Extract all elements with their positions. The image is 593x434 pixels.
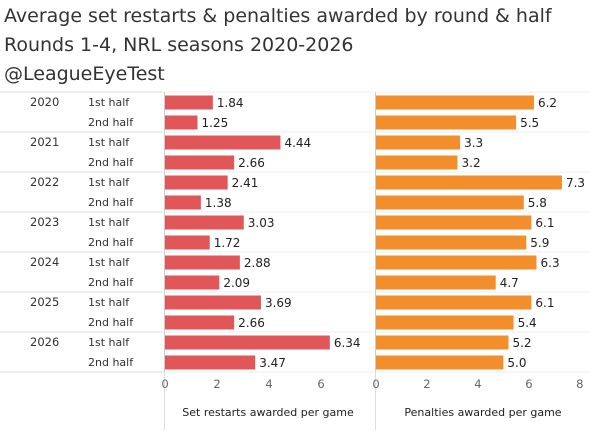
penalties-bar xyxy=(376,155,458,170)
penalties-axis-title: Penalties awarded per game xyxy=(404,406,561,419)
restarts-bar xyxy=(165,255,240,270)
restarts-value-label: 1.25 xyxy=(202,116,229,130)
penalties-bar xyxy=(376,195,524,210)
penalties-bar xyxy=(376,335,509,350)
half-label: 2nd half xyxy=(88,236,134,249)
penalties-bar xyxy=(376,95,534,110)
penalties-value-label: 6.1 xyxy=(535,296,554,310)
year-label: 2026 xyxy=(30,335,59,349)
year-label: 2023 xyxy=(30,215,59,229)
penalties-bar xyxy=(376,295,532,310)
penalties-bar xyxy=(376,355,504,370)
restarts-bar xyxy=(165,315,235,330)
half-label: 2nd half xyxy=(88,116,134,129)
restarts-axis-title: Set restarts awarded per game xyxy=(182,406,354,419)
title-block: Average set restarts & penalties awarded… xyxy=(4,2,552,89)
penalties-value-label: 5.9 xyxy=(530,236,549,250)
penalties-value-label: 3.2 xyxy=(462,156,481,170)
penalties-value-label: 6.3 xyxy=(541,256,560,270)
half-label: 2nd half xyxy=(88,316,134,329)
penalties-bar xyxy=(376,115,517,130)
year-label: 2025 xyxy=(30,295,59,309)
chart-author-handle: @LeagueEyeTest xyxy=(4,63,165,85)
restarts-value-label: 4.44 xyxy=(284,136,311,150)
penalties-bar xyxy=(376,215,532,230)
x-axis-tick-label: 4 xyxy=(474,377,481,391)
restarts-bar xyxy=(165,95,213,110)
half-label: 1st half xyxy=(88,256,130,269)
penalties-value-label: 5.8 xyxy=(528,196,547,210)
x-axis-tick-label: 2 xyxy=(423,377,430,391)
x-axis-tick-label: 4 xyxy=(265,377,272,391)
half-label: 2nd half xyxy=(88,156,134,169)
restarts-bar xyxy=(165,215,244,230)
x-axis-tick-label: 8 xyxy=(576,377,583,391)
half-label: 1st half xyxy=(88,336,130,349)
restarts-value-label: 6.34 xyxy=(334,336,361,350)
penalties-bar xyxy=(376,235,527,250)
x-axis-tick-label: 0 xyxy=(372,377,379,391)
restarts-bar xyxy=(165,135,281,150)
half-label: 1st half xyxy=(88,96,130,109)
penalties-value-label: 5.4 xyxy=(518,316,537,330)
restarts-bar xyxy=(165,335,330,350)
restarts-bar xyxy=(165,115,198,130)
year-label: 2024 xyxy=(30,255,59,269)
x-axis-tick-label: 6 xyxy=(525,377,532,391)
half-label: 1st half xyxy=(88,216,130,229)
restarts-value-label: 2.66 xyxy=(238,156,265,170)
half-label: 2nd half xyxy=(88,356,134,369)
chart-title: Average set restarts & penalties awarded… xyxy=(4,5,552,27)
restarts-value-label: 2.41 xyxy=(232,176,259,190)
restarts-value-label: 3.03 xyxy=(248,216,275,230)
restarts-value-label: 1.84 xyxy=(217,96,244,110)
half-label: 1st half xyxy=(88,176,130,189)
half-label: 1st half xyxy=(88,296,130,309)
penalties-value-label: 7.3 xyxy=(566,176,585,190)
restarts-value-label: 2.88 xyxy=(244,256,271,270)
chart-subtitle: Rounds 1-4, NRL seasons 2020-2026 xyxy=(4,34,354,56)
restarts-bar xyxy=(165,155,235,170)
x-axis-tick-label: 0 xyxy=(161,377,168,391)
restarts-bar xyxy=(165,295,261,310)
restarts-value-label: 2.09 xyxy=(223,276,250,290)
restarts-value-label: 2.66 xyxy=(238,316,265,330)
year-label: 2022 xyxy=(30,175,59,189)
penalties-bar xyxy=(376,175,562,190)
restarts-bar xyxy=(165,355,256,370)
restarts-bar xyxy=(165,235,210,250)
year-label: 2020 xyxy=(30,95,59,109)
restarts-value-label: 1.72 xyxy=(214,236,241,250)
restarts-bar xyxy=(165,195,201,210)
penalties-value-label: 5.0 xyxy=(507,356,526,370)
half-label: 2nd half xyxy=(88,196,134,209)
penalties-value-label: 3.3 xyxy=(464,136,483,150)
half-label: 2nd half xyxy=(88,276,134,289)
x-axis-tick-label: 6 xyxy=(317,377,324,391)
half-label: 1st half xyxy=(88,136,130,149)
penalties-value-label: 6.2 xyxy=(538,96,557,110)
penalties-bar xyxy=(376,275,496,290)
penalties-bar xyxy=(376,315,514,330)
penalties-bar xyxy=(376,255,537,270)
penalties-value-label: 5.5 xyxy=(520,116,539,130)
restarts-value-label: 3.69 xyxy=(265,296,292,310)
restarts-value-label: 1.38 xyxy=(205,196,232,210)
penalties-value-label: 4.7 xyxy=(500,276,519,290)
x-axis-tick-label: 2 xyxy=(213,377,220,391)
penalties-value-label: 5.2 xyxy=(512,336,531,350)
restarts-bar xyxy=(165,275,220,290)
penalties-value-label: 6.1 xyxy=(535,216,554,230)
restarts-value-label: 3.47 xyxy=(259,356,286,370)
restarts-bar xyxy=(165,175,228,190)
penalties-bar xyxy=(376,135,461,150)
year-label: 2021 xyxy=(30,135,59,149)
